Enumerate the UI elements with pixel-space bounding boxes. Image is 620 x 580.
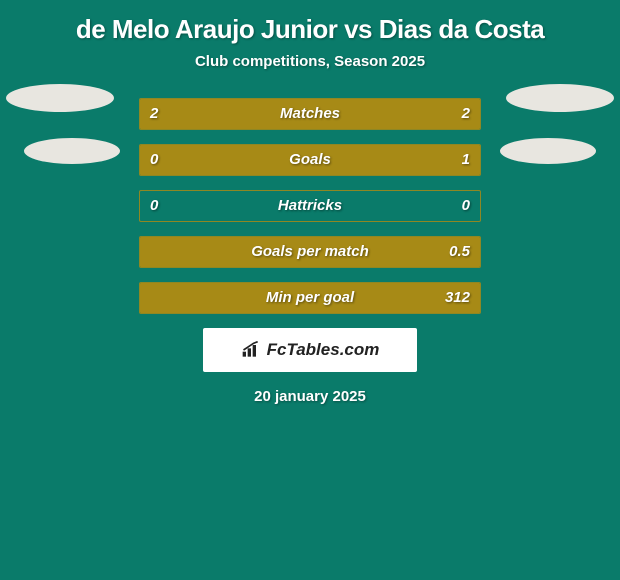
stat-label: Goals per match [140,237,480,267]
stat-row: 0 Goals 1 [139,144,481,176]
stat-label: Min per goal [140,283,480,313]
stat-value-right: 0 [462,191,470,221]
player1-avatar-icon [6,84,114,112]
stats-area: 2 Matches 2 0 Goals 1 0 Hattricks 0 [0,98,620,405]
stat-label: Goals [140,145,480,175]
stat-row: 2 Matches 2 [139,98,481,130]
stat-value-right: 1 [462,145,470,175]
stat-value-right: 2 [462,99,470,129]
stat-row: Min per goal 312 [139,282,481,314]
stat-row: 0 Hattricks 0 [139,190,481,222]
stats-bars: 2 Matches 2 0 Goals 1 0 Hattricks 0 [139,98,481,314]
stat-value-right: 312 [445,283,470,313]
comparison-widget: de Melo Araujo Junior vs Dias da Costa C… [0,0,620,405]
fctables-link[interactable]: FcTables.com [203,328,417,372]
page-title: de Melo Araujo Junior vs Dias da Costa [0,0,620,53]
player2-avatars [506,84,614,190]
player1-club-icon [24,138,120,164]
stat-label: Hattricks [140,191,480,221]
player2-avatar-icon [506,84,614,112]
footer-date: 20 january 2025 [0,372,620,405]
stat-row: Goals per match 0.5 [139,236,481,268]
stat-label: Matches [140,99,480,129]
player1-avatars [6,84,120,190]
chart-icon [241,341,261,359]
stat-value-right: 0.5 [449,237,470,267]
player2-club-icon [500,138,596,164]
logo-text: FcTables.com [267,340,380,360]
